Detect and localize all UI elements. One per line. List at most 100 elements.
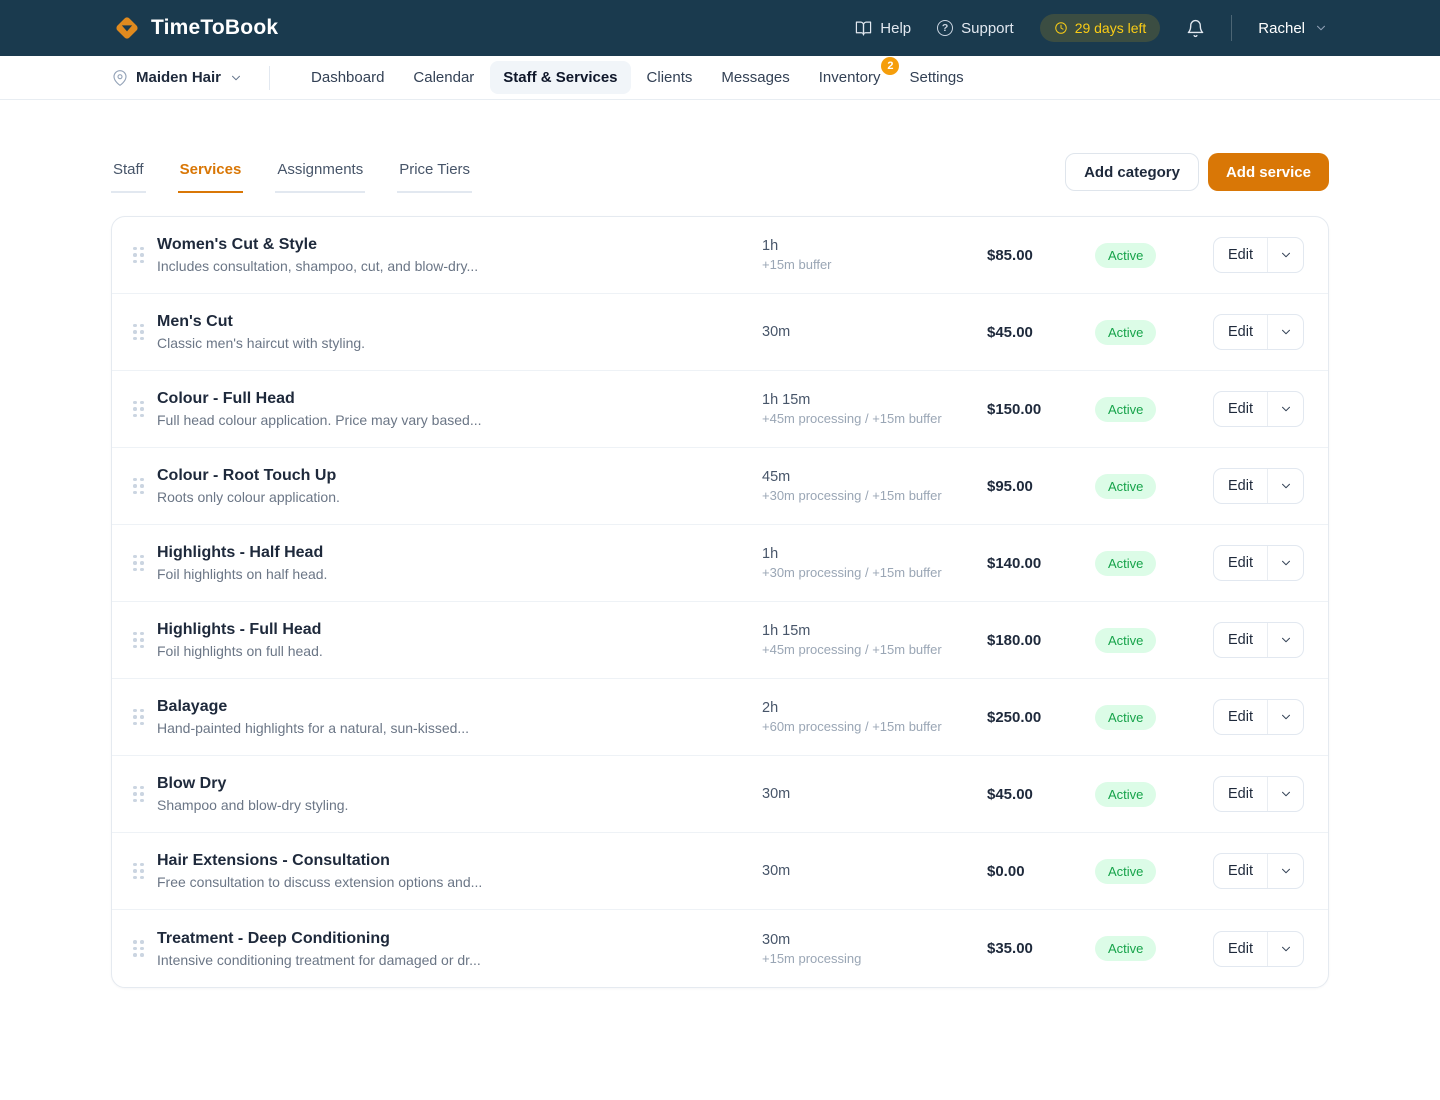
tab-services[interactable]: Services (177, 161, 244, 193)
nav-item-staff-services[interactable]: Staff & Services (490, 61, 631, 94)
service-actions: Edit (1213, 622, 1304, 658)
service-duration: 1h (762, 238, 779, 254)
edit-button[interactable]: Edit (1214, 854, 1267, 888)
service-duration-note: +60m processing / +15m buffer (762, 719, 942, 734)
status-badge: Active (1095, 704, 1157, 730)
tab-price-tiers[interactable]: Price Tiers (397, 161, 473, 193)
service-duration: 30m (762, 324, 791, 340)
service-price: $85.00 (987, 246, 1033, 264)
service-price: $140.00 (987, 554, 1042, 572)
service-description: Foil highlights on half head. (157, 566, 328, 582)
location-selector[interactable]: Maiden Hair (112, 69, 243, 86)
service-price: $45.00 (987, 323, 1033, 341)
drag-handle-icon[interactable] (133, 708, 147, 726)
chevron-down-icon (1317, 25, 1325, 31)
page-header: Staff Services Assignments Price Tiers A… (111, 153, 1329, 201)
service-name: Balayage (157, 698, 228, 715)
edit-dropdown-button[interactable] (1267, 623, 1303, 657)
service-info: Highlights - Full Head Foil highlights o… (157, 621, 762, 659)
service-actions: Edit (1213, 930, 1304, 967)
drag-handle-icon[interactable] (133, 477, 147, 495)
drag-handle-icon[interactable] (133, 323, 147, 341)
trial-countdown-badge[interactable]: 29 days left (1039, 14, 1161, 42)
edit-dropdown-button[interactable] (1267, 315, 1303, 349)
service-status-cell: Active (1095, 781, 1213, 807)
add-category-button[interactable]: Add category (1065, 153, 1199, 191)
service-duration-note: +30m processing / +15m buffer (762, 488, 942, 503)
topbar-divider (1231, 15, 1233, 41)
edit-button[interactable]: Edit (1214, 469, 1267, 503)
drag-handle-icon[interactable] (133, 400, 147, 418)
status-badge: Active (1095, 781, 1157, 807)
service-duration: 1h (762, 546, 779, 562)
edit-button-group: Edit (1213, 237, 1304, 273)
main-content: Staff Services Assignments Price Tiers A… (111, 153, 1329, 988)
edit-button-group: Edit (1213, 853, 1304, 889)
nav-item-messages[interactable]: Messages (721, 69, 790, 86)
edit-button[interactable]: Edit (1214, 700, 1267, 734)
service-duration-note: +30m processing / +15m buffer (762, 565, 942, 580)
drag-handle-icon[interactable] (133, 631, 147, 649)
service-duration-cell: 30m (762, 863, 987, 879)
edit-button[interactable]: Edit (1214, 932, 1267, 966)
service-price: $250.00 (987, 708, 1042, 726)
add-service-button[interactable]: Add service (1207, 153, 1329, 191)
service-description: Shampoo and blow-dry styling. (157, 797, 349, 813)
edit-dropdown-button[interactable] (1267, 546, 1303, 580)
nav-item-inventory[interactable]: Inventory 2 (806, 57, 900, 94)
service-name: Blow Dry (157, 775, 227, 792)
drag-handle-icon[interactable] (133, 246, 147, 264)
drag-handle-icon[interactable] (133, 940, 147, 957)
edit-button-group: Edit (1213, 622, 1304, 658)
edit-button[interactable]: Edit (1214, 238, 1267, 272)
edit-dropdown-button[interactable] (1267, 931, 1303, 966)
edit-button[interactable]: Edit (1214, 623, 1267, 657)
edit-dropdown-button[interactable] (1267, 238, 1303, 272)
support-link[interactable]: ? Support (937, 20, 1014, 37)
tab-assignments[interactable]: Assignments (275, 161, 366, 193)
service-status-cell: Active (1095, 396, 1213, 422)
table-row: Hair Extensions - Consultation Free cons… (112, 833, 1328, 910)
table-row: Men's Cut Classic men's haircut with sty… (112, 294, 1328, 371)
notifications-bell-icon[interactable] (1186, 19, 1205, 38)
nav-item-dashboard[interactable]: Dashboard (311, 69, 385, 86)
edit-dropdown-button[interactable] (1267, 469, 1303, 503)
table-row: Colour - Full Head Full head colour appl… (112, 371, 1328, 448)
edit-dropdown-button[interactable] (1267, 854, 1303, 888)
service-info: Blow Dry Shampoo and blow-dry styling. (157, 775, 762, 813)
chevron-down-icon (232, 75, 241, 80)
drag-handle-icon[interactable] (133, 862, 147, 880)
edit-dropdown-button[interactable] (1267, 777, 1303, 811)
edit-button-group: Edit (1213, 391, 1304, 427)
service-info: Women's Cut & Style Includes consultatio… (157, 236, 762, 274)
nav-item-calendar[interactable]: Calendar (413, 69, 475, 86)
status-badge: Active (1095, 242, 1157, 268)
drag-handle-icon[interactable] (133, 554, 147, 572)
chevron-down-icon (1281, 406, 1290, 412)
user-menu[interactable]: Rachel (1258, 20, 1328, 37)
edit-dropdown-button[interactable] (1267, 700, 1303, 734)
service-status-cell: Active (1095, 704, 1213, 730)
edit-button[interactable]: Edit (1214, 546, 1267, 580)
edit-button[interactable]: Edit (1214, 392, 1267, 426)
edit-button[interactable]: Edit (1214, 777, 1267, 811)
service-price: $35.00 (987, 940, 1033, 957)
status-badge: Active (1095, 473, 1157, 499)
nav-item-clients[interactable]: Clients (646, 69, 693, 86)
service-name: Colour - Root Touch Up (157, 467, 337, 484)
service-duration: 1h 15m (762, 392, 811, 408)
table-row: Highlights - Full Head Foil highlights o… (112, 602, 1328, 679)
edit-button[interactable]: Edit (1214, 315, 1267, 349)
service-info: Highlights - Half Head Foil highlights o… (157, 544, 762, 582)
service-price: $0.00 (987, 862, 1025, 880)
brand-logo[interactable]: TimeToBook (112, 13, 278, 43)
nav-item-settings[interactable]: Settings (909, 69, 964, 86)
tab-staff[interactable]: Staff (111, 161, 146, 193)
edit-button-group: Edit (1213, 699, 1304, 735)
logo-diamond-icon (112, 13, 142, 43)
service-status-cell: Active (1095, 242, 1213, 268)
help-link[interactable]: Help (855, 20, 911, 37)
drag-handle-icon[interactable] (133, 785, 147, 803)
edit-dropdown-button[interactable] (1267, 392, 1303, 426)
edit-button-group: Edit (1213, 545, 1304, 581)
